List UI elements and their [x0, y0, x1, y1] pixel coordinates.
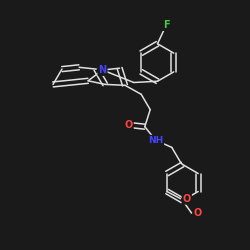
Text: F: F — [163, 20, 170, 30]
Text: NH: NH — [148, 136, 163, 145]
Text: O: O — [124, 120, 133, 130]
Text: O: O — [183, 194, 191, 204]
Text: O: O — [194, 208, 202, 218]
Text: N: N — [98, 65, 106, 75]
